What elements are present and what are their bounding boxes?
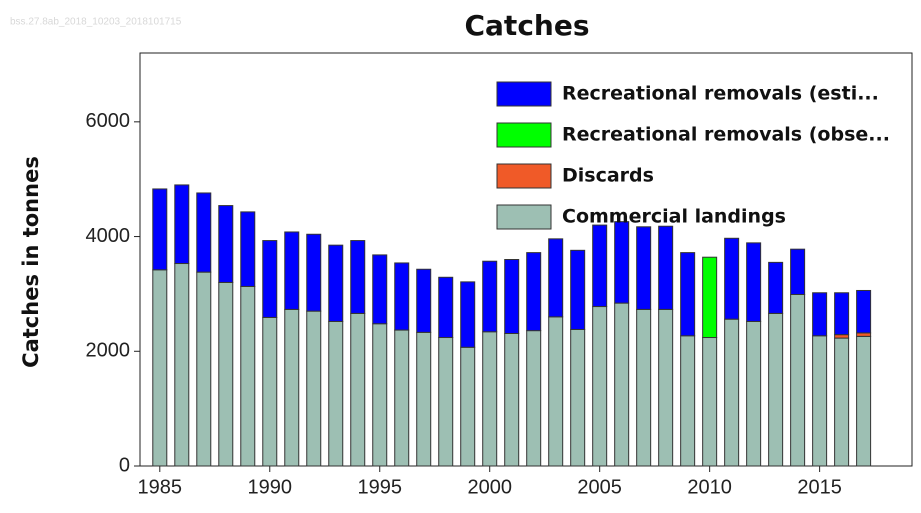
bar-segment — [152, 188, 168, 271]
bar-segment — [174, 263, 190, 467]
bar-segment — [438, 276, 454, 339]
bar-segment — [680, 252, 696, 337]
x-tick-label: 2005 — [577, 476, 622, 498]
bar-segment — [438, 337, 454, 467]
bar-segment — [482, 331, 498, 467]
bar-segment — [284, 308, 300, 467]
bar-segment — [328, 244, 344, 322]
bar-segment — [724, 237, 740, 320]
bar-segment — [680, 335, 696, 467]
bar-segment — [834, 337, 850, 467]
bar-segment — [152, 269, 168, 467]
y-tick-label: 6000 — [86, 110, 131, 132]
bar-segment — [350, 312, 366, 467]
bar-segment — [174, 184, 190, 265]
x-tick-label: 1990 — [248, 476, 293, 498]
bar-segment — [724, 318, 740, 467]
bar-segment — [614, 302, 630, 467]
bar-segment — [768, 312, 784, 467]
bar-segment — [768, 261, 784, 314]
bar-segment — [790, 248, 806, 295]
bar-segment — [416, 268, 432, 333]
chart-subtitle: bss.27.8ab_2018_10203_2018101715 — [10, 17, 182, 28]
legend-label: Commercial landings — [562, 206, 786, 228]
bar-segment — [614, 221, 630, 304]
bar-segment — [592, 224, 608, 308]
bar-segment — [394, 329, 410, 467]
bar-segment — [262, 240, 278, 318]
bar-segment — [658, 225, 674, 310]
bar-segment — [746, 242, 762, 322]
legend-swatch — [496, 81, 552, 107]
x-tick-label: 2015 — [797, 476, 842, 498]
bar-segment — [504, 259, 520, 334]
y-tick-label: 2000 — [86, 340, 131, 362]
bar-segment — [636, 308, 652, 467]
bar-segment — [548, 316, 564, 467]
bar-segment — [834, 334, 850, 339]
bar-segment — [240, 285, 256, 467]
bar-segment — [196, 271, 212, 467]
x-tick-label: 1995 — [357, 476, 402, 498]
y-axis-label: Catches in tonnes — [19, 156, 43, 368]
bar-segment — [218, 205, 234, 283]
bar-segment — [240, 211, 256, 287]
bar-segment — [218, 281, 234, 467]
bar-segment — [790, 293, 806, 467]
bar-segment — [306, 310, 322, 467]
legend-label: Recreational removals (esti... — [562, 83, 879, 105]
legend-swatch — [496, 163, 552, 189]
x-tick-label: 1985 — [138, 476, 183, 498]
bar-segment — [812, 292, 828, 337]
x-tick-label: 2000 — [467, 476, 512, 498]
y-tick-label: 0 — [119, 454, 130, 476]
x-tick-label: 2010 — [687, 476, 732, 498]
bar-segment — [526, 252, 542, 332]
bar-segment — [284, 231, 300, 310]
bar-segment — [702, 337, 718, 467]
y-tick-label: 4000 — [86, 225, 131, 247]
bar-segment — [746, 320, 762, 467]
legend-label: Recreational removals (obse... — [562, 124, 890, 146]
bar-segment — [548, 238, 564, 318]
bar-segment — [350, 240, 366, 314]
bar-segment — [834, 292, 850, 336]
bar-segment — [394, 262, 410, 331]
bar-segment — [306, 233, 322, 312]
bar-segment — [262, 316, 278, 467]
plot-frame — [139, 52, 913, 467]
bar-segment — [328, 320, 344, 467]
bar-segment — [460, 346, 476, 467]
bar-segment — [570, 328, 586, 467]
legend-swatch — [496, 204, 552, 230]
bar-segment — [570, 249, 586, 330]
bar-segment — [592, 306, 608, 467]
bar-segment — [196, 192, 212, 273]
legend-swatch — [496, 122, 552, 148]
bar-segment — [372, 254, 388, 325]
legend-label: Discards — [562, 165, 654, 187]
bar-segment — [460, 281, 476, 348]
bar-segment — [856, 332, 872, 337]
bar-segment — [504, 332, 520, 467]
bar-segment — [526, 330, 542, 467]
bar-segment — [702, 256, 718, 339]
bar-segment — [856, 335, 872, 467]
bar-segment — [416, 331, 432, 467]
bar-segment — [372, 323, 388, 467]
bar-segment — [658, 308, 674, 467]
bar-segment — [812, 335, 828, 467]
bar-segment — [482, 260, 498, 333]
chart-title: Catches — [464, 9, 589, 42]
bar-segment — [856, 289, 872, 334]
bar-segment — [636, 226, 652, 310]
